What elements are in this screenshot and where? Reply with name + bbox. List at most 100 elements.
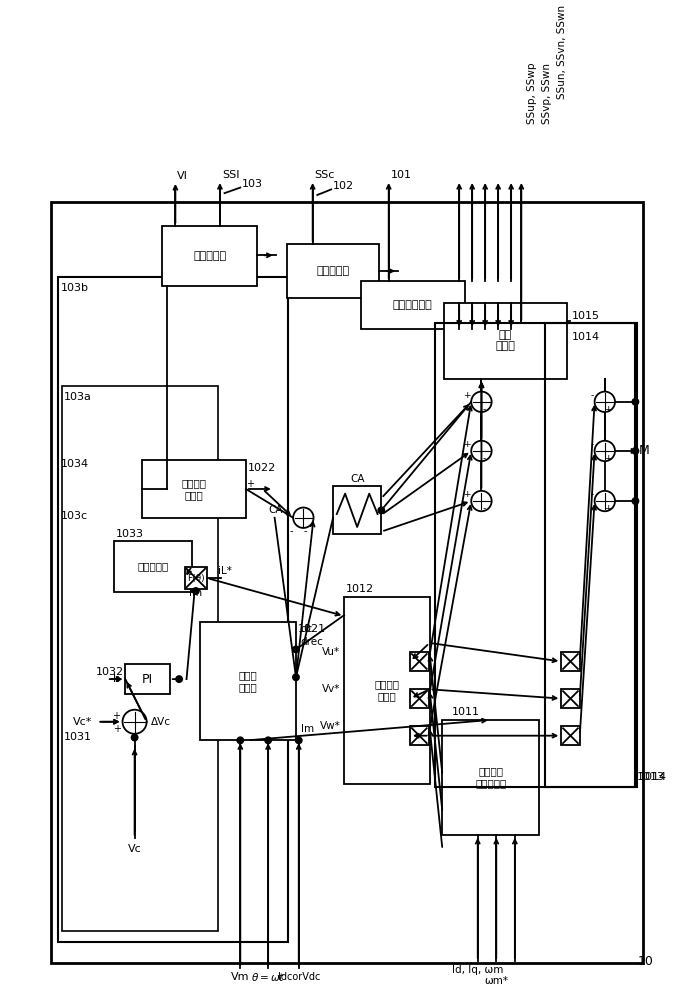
Text: CA: CA bbox=[268, 505, 283, 515]
Bar bbox=[561, 652, 580, 671]
Bar bbox=[345, 597, 429, 784]
Text: PI: PI bbox=[142, 673, 153, 686]
Text: 输出电压
指令生成部: 输出电压 指令生成部 bbox=[475, 767, 507, 788]
Bar bbox=[162, 226, 257, 286]
Circle shape bbox=[293, 674, 299, 680]
Text: 10: 10 bbox=[638, 955, 653, 968]
Bar bbox=[444, 303, 567, 379]
Bar bbox=[443, 720, 539, 835]
Bar bbox=[58, 277, 287, 942]
Text: Vw*: Vw* bbox=[319, 721, 340, 731]
Circle shape bbox=[632, 448, 639, 454]
Circle shape bbox=[632, 498, 639, 504]
Text: Vc: Vc bbox=[127, 844, 141, 854]
Bar bbox=[125, 664, 170, 694]
Text: 充电波形表: 充电波形表 bbox=[138, 561, 168, 571]
Text: +: + bbox=[604, 454, 611, 463]
Text: +: + bbox=[283, 508, 290, 518]
Text: -: - bbox=[290, 526, 293, 536]
Text: 1015: 1015 bbox=[571, 311, 599, 321]
Text: ΔVc: ΔVc bbox=[151, 717, 171, 727]
Text: +: + bbox=[246, 479, 255, 489]
Text: ωm*: ωm* bbox=[484, 976, 508, 986]
Circle shape bbox=[471, 441, 491, 461]
Text: 临界模式
调制部: 临界模式 调制部 bbox=[182, 478, 207, 500]
Circle shape bbox=[471, 491, 491, 511]
Text: 1022: 1022 bbox=[248, 463, 276, 473]
Text: SSvp, SSwn: SSvp, SSwn bbox=[542, 63, 553, 124]
Circle shape bbox=[594, 392, 615, 412]
Text: +: + bbox=[463, 440, 470, 449]
Text: Vc*: Vc* bbox=[73, 717, 93, 727]
Text: +: + bbox=[113, 724, 120, 734]
Text: -: - bbox=[135, 732, 139, 742]
Bar bbox=[361, 281, 465, 329]
Text: k: k bbox=[113, 674, 119, 684]
Text: 逻辑
运算部: 逻辑 运算部 bbox=[496, 330, 516, 351]
Circle shape bbox=[378, 507, 384, 514]
Text: Vm: Vm bbox=[231, 972, 250, 982]
Circle shape bbox=[471, 392, 491, 412]
Text: drec: drec bbox=[301, 637, 324, 647]
Circle shape bbox=[293, 646, 299, 653]
Bar bbox=[544, 323, 635, 787]
Circle shape bbox=[122, 710, 147, 734]
Bar bbox=[410, 652, 429, 671]
Bar bbox=[410, 689, 429, 708]
Text: +: + bbox=[463, 391, 470, 400]
Text: 1012: 1012 bbox=[346, 584, 374, 594]
Text: 103: 103 bbox=[242, 179, 263, 189]
Text: 103a: 103a bbox=[64, 392, 92, 402]
Circle shape bbox=[594, 441, 615, 461]
Bar bbox=[62, 386, 218, 931]
Bar bbox=[333, 486, 381, 534]
Text: F(θ): F(θ) bbox=[187, 574, 205, 583]
Text: SSup, SSwp: SSup, SSwp bbox=[528, 62, 537, 124]
Text: -: - bbox=[482, 504, 486, 513]
Text: SSI: SSI bbox=[222, 170, 239, 180]
Text: Vu*: Vu* bbox=[322, 647, 340, 657]
Circle shape bbox=[132, 734, 138, 741]
Text: Im: Im bbox=[189, 588, 203, 598]
Text: $\theta=\omega t$: $\theta=\omega t$ bbox=[251, 971, 285, 983]
Circle shape bbox=[632, 399, 639, 405]
Text: -: - bbox=[590, 391, 594, 400]
Bar bbox=[287, 244, 379, 298]
Text: 1014: 1014 bbox=[639, 772, 667, 782]
Circle shape bbox=[296, 737, 302, 744]
Text: 103c: 103c bbox=[61, 511, 88, 521]
Text: VI: VI bbox=[177, 171, 188, 181]
Text: 放电控制部: 放电控制部 bbox=[317, 266, 349, 276]
Text: 102: 102 bbox=[333, 181, 354, 191]
Text: 逆变器控制部: 逆变器控制部 bbox=[393, 300, 433, 310]
Text: CA: CA bbox=[350, 474, 365, 484]
Text: 充电控制部: 充电控制部 bbox=[193, 251, 226, 261]
Bar bbox=[51, 202, 643, 963]
Bar bbox=[435, 323, 638, 787]
Bar bbox=[142, 460, 246, 518]
Text: 101: 101 bbox=[390, 170, 411, 180]
Text: SSc: SSc bbox=[315, 170, 335, 180]
Text: +: + bbox=[463, 490, 470, 499]
Bar bbox=[410, 726, 429, 745]
Bar bbox=[200, 622, 296, 740]
Text: +: + bbox=[604, 504, 611, 513]
Circle shape bbox=[594, 491, 615, 511]
Text: 1011: 1011 bbox=[452, 707, 480, 717]
Text: 1021: 1021 bbox=[298, 624, 326, 634]
Circle shape bbox=[193, 588, 199, 594]
Bar bbox=[114, 541, 192, 592]
Text: 占空比
运算部: 占空比 运算部 bbox=[238, 670, 257, 692]
Text: +: + bbox=[112, 711, 120, 721]
Text: -: - bbox=[482, 405, 486, 414]
Circle shape bbox=[237, 737, 244, 744]
Text: Im: Im bbox=[301, 724, 314, 734]
Text: -: - bbox=[590, 490, 594, 499]
Text: -: - bbox=[590, 440, 594, 449]
Text: 1031: 1031 bbox=[64, 732, 92, 742]
Text: -: - bbox=[482, 454, 486, 463]
Text: Id, Iq, ωm: Id, Iq, ωm bbox=[452, 965, 503, 975]
Text: dc: dc bbox=[301, 624, 313, 634]
Text: 103b: 103b bbox=[61, 283, 88, 293]
Bar bbox=[184, 567, 207, 589]
